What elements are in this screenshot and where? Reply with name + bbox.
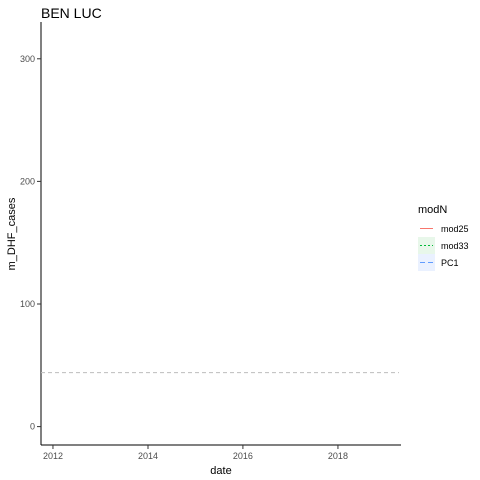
legend-title: modN — [418, 204, 447, 216]
y-tick-label: 100 — [20, 299, 35, 309]
legend-label: mod25 — [441, 224, 469, 234]
plot-area — [40, 22, 401, 446]
y-axis-title: m_DHF_cases — [6, 197, 18, 270]
x-axis-title: date — [210, 465, 231, 477]
y-tick-label: 0 — [30, 422, 35, 432]
x-tick-label: 2018 — [328, 451, 348, 461]
x-tick-label: 2016 — [233, 451, 253, 461]
legend-label: mod33 — [441, 241, 469, 251]
y-axis-ticks: 0 100 200 300 — [20, 54, 41, 432]
y-tick-label: 300 — [20, 54, 35, 64]
legend-key — [418, 237, 435, 254]
legend-label: PC1 — [441, 258, 459, 268]
legend-item-pc1: PC1 — [418, 254, 459, 271]
chart-title: BEN LUC — [41, 5, 102, 21]
legend: modN mod25 mod33 PC1 — [418, 204, 469, 271]
x-tick-label: 2012 — [43, 451, 63, 461]
x-tick-label: 2014 — [138, 451, 158, 461]
legend-item-mod25: mod25 — [418, 220, 469, 237]
x-axis-ticks: 2012 2014 2016 2018 — [43, 445, 348, 461]
y-tick-label: 200 — [20, 176, 35, 186]
legend-item-mod33: mod33 — [418, 237, 469, 254]
legend-key — [418, 254, 435, 271]
